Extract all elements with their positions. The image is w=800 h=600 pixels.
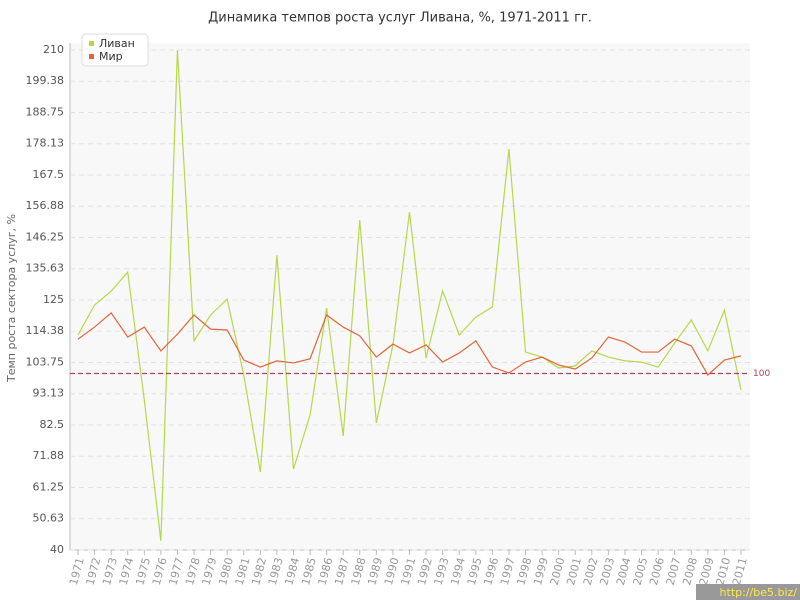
series-line xyxy=(77,312,742,376)
y-tick-label: 50.63 xyxy=(33,512,65,525)
legend-swatch xyxy=(89,41,94,46)
y-tick-label: 114.38 xyxy=(26,324,65,337)
y-tick-label: 71.88 xyxy=(33,449,65,462)
series-line xyxy=(77,49,742,541)
legend-box xyxy=(81,33,149,67)
watermark-box xyxy=(696,584,800,600)
y-axis-label: Темп роста сектора услуг, % xyxy=(5,214,18,383)
y-tick-label: 103.75 xyxy=(26,356,65,369)
y-tick-label: 146.25 xyxy=(26,231,65,244)
y-tick-label: 125 xyxy=(43,293,64,306)
x-tick-label: 2011 xyxy=(730,556,750,586)
chart-title: Динамика темпов роста услуг Ливана, %, 1… xyxy=(208,11,592,26)
y-tick-label: 61.25 xyxy=(33,481,65,494)
y-tick-label: 178.13 xyxy=(26,137,65,150)
y-tick-label: 167.5 xyxy=(33,168,65,181)
y-tick-label: 40 xyxy=(50,543,64,556)
y-tick-label: 93.13 xyxy=(33,387,65,400)
plot-area xyxy=(70,43,750,550)
legend-label: Мир xyxy=(99,50,123,63)
y-tick-label: 156.88 xyxy=(26,199,65,212)
y-tick-label: 135.63 xyxy=(26,262,65,275)
legend-label: Ливан xyxy=(99,37,135,50)
y-tick-label: 82.5 xyxy=(40,418,65,431)
legend-swatch xyxy=(89,54,94,59)
y-tick-label: 210 xyxy=(43,43,64,56)
y-tick-label: 188.75 xyxy=(26,106,65,119)
y-tick-label: 199.38 xyxy=(26,74,65,87)
watermark: http://be5.biz/ xyxy=(720,586,798,599)
reference-label: 100 xyxy=(753,369,770,379)
